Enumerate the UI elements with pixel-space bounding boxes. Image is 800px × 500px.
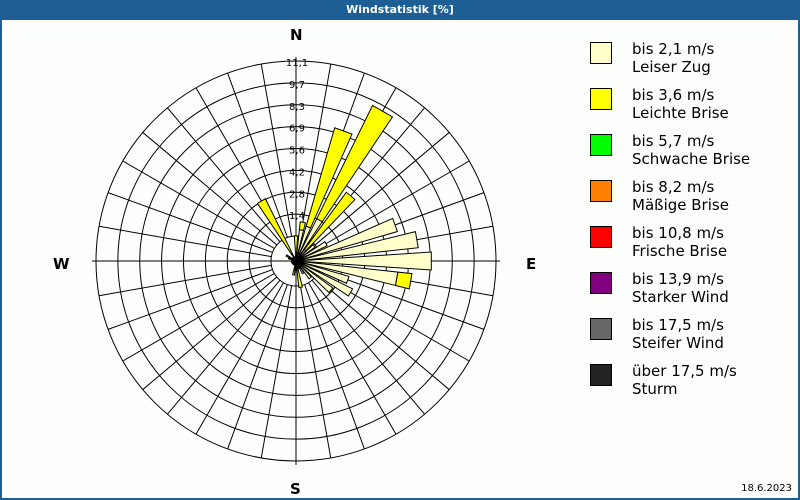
grid-spoke — [167, 107, 281, 243]
radial-tick-label: 9,7 — [289, 80, 305, 91]
grid-spoke — [107, 192, 273, 253]
radial-tick-label: 4,2 — [289, 167, 305, 178]
legend-label: bis 8,2 m/s Mäßige Brise — [632, 178, 729, 214]
legend-description: Starker Wind — [632, 288, 729, 306]
grid-spoke — [167, 279, 281, 415]
grid-spoke — [142, 276, 278, 390]
legend-label: bis 13,9 m/s Starker Wind — [632, 270, 729, 306]
legend-label: bis 5,7 m/s Schwache Brise — [632, 132, 750, 168]
grid-spoke — [314, 276, 450, 390]
legend-description: Frische Brise — [632, 242, 728, 260]
grid-spoke — [311, 279, 425, 415]
grid-spoke — [107, 269, 273, 330]
legend-range: über 17,5 m/s — [632, 362, 737, 380]
grid-spoke — [122, 273, 275, 362]
legend-range: bis 2,1 m/s — [632, 40, 715, 58]
compass-west-label: W — [53, 255, 70, 273]
radial-tick-label: 11,1 — [286, 58, 308, 69]
grid-spoke — [260, 285, 293, 459]
grid-spoke — [304, 284, 365, 450]
legend-swatch — [590, 272, 612, 294]
legend-range: bis 13,9 m/s — [632, 270, 724, 288]
wind-bar — [295, 231, 419, 262]
radial-tick-label: 1,4 — [289, 211, 305, 222]
grid-spoke — [299, 63, 332, 237]
grid-spoke — [317, 160, 470, 249]
grid-spoke — [122, 160, 275, 249]
wind-bar — [303, 191, 356, 252]
radial-tick-label: 5,6 — [289, 146, 305, 157]
legend-label: über 17,5 m/s Sturm — [632, 362, 737, 398]
legend-swatch — [590, 226, 612, 248]
center-point — [291, 256, 301, 266]
date-stamp: 18.6.2023 — [741, 483, 792, 494]
radial-tick-label: 2,8 — [289, 189, 305, 200]
wind-bar — [295, 217, 399, 262]
legend-description: Leichte Brise — [632, 104, 729, 122]
wind-bar — [305, 127, 353, 229]
radial-tick-label: 8,3 — [289, 102, 305, 113]
grid-spoke — [98, 264, 272, 297]
legend-description: Leiser Zug — [632, 58, 711, 76]
compass-north-label: N — [290, 26, 303, 44]
wind-bar — [298, 221, 307, 231]
wind-bar — [295, 240, 328, 262]
legend-swatch — [590, 134, 612, 156]
wind-bar — [394, 271, 413, 290]
wind-bar — [295, 260, 350, 284]
legend-swatch — [590, 42, 612, 64]
grid-spoke — [314, 132, 450, 246]
legend-range: bis 17,5 m/s — [632, 316, 724, 334]
grid-spoke — [227, 72, 288, 238]
legend-label: bis 10,8 m/s Frische Brise — [632, 224, 727, 260]
wind-bar — [316, 104, 394, 223]
legend-description: Schwache Brise — [632, 150, 751, 168]
grid-spoke — [299, 285, 332, 459]
legend-swatch — [590, 88, 612, 110]
legend-description: Steifer Wind — [632, 334, 724, 352]
radial-tick-label: 6,9 — [289, 124, 305, 135]
grid-spoke — [195, 282, 284, 435]
compass-east-label: E — [526, 255, 537, 273]
wind-bar — [292, 265, 297, 276]
compass-south-label: S — [290, 480, 301, 498]
wind-bar — [293, 235, 299, 254]
grid-spoke — [227, 284, 288, 450]
wind-rose-chart: 1,4 2,8 4,2 5,6 6,9 8,3 9,7 11,1 — [92, 57, 500, 465]
legend-swatch — [590, 180, 612, 202]
legend-label: bis 2,1 m/s Leiser Zug — [632, 40, 714, 76]
wind-bar — [256, 198, 294, 256]
grid-spoke — [260, 63, 293, 237]
wind-bar — [295, 260, 354, 297]
legend-swatch — [590, 318, 612, 340]
legend-range: bis 3,6 m/s — [632, 86, 715, 104]
legend-range: bis 10,8 m/s — [632, 224, 724, 242]
grid-spoke — [142, 132, 278, 246]
grid-spoke — [308, 282, 397, 435]
wind-bar — [295, 251, 432, 271]
wind-bar — [296, 269, 304, 289]
legend-description: Sturm — [632, 380, 678, 398]
wind-bar — [295, 260, 334, 294]
legend-label: bis 17,5 m/s Steifer Wind — [632, 316, 724, 352]
legend-range: bis 5,7 m/s — [632, 132, 715, 150]
legend-description: Mäßige Brise — [632, 196, 729, 214]
legend-label: bis 3,6 m/s Leichte Brise — [632, 86, 729, 122]
legend-range: bis 8,2 m/s — [632, 178, 715, 196]
chart-title: Windstatistik [%] — [0, 0, 800, 20]
grid-spoke — [98, 225, 272, 258]
legend-swatch — [590, 364, 612, 386]
